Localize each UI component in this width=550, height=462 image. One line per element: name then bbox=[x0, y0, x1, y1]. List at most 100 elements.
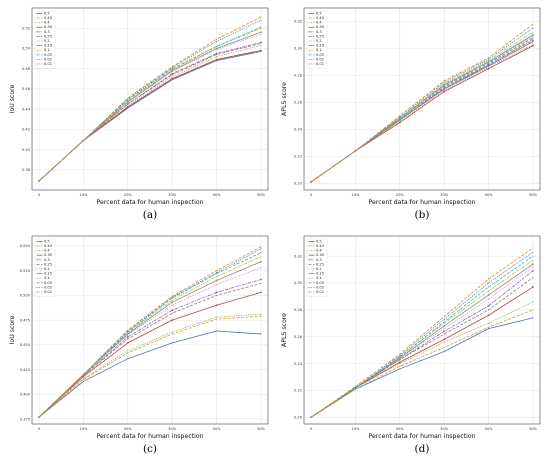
y-tick-label: 0.475 bbox=[20, 318, 30, 322]
data-point bbox=[532, 277, 534, 279]
legend-label: 0.01 bbox=[316, 62, 324, 66]
legend-label: 0.4 bbox=[316, 249, 322, 253]
legend-label: 0.01 bbox=[44, 62, 52, 66]
series-line-0.1 bbox=[38, 256, 262, 418]
data-point bbox=[399, 117, 401, 120]
data-point bbox=[443, 325, 446, 327]
data-point bbox=[215, 58, 218, 61]
y-tick-label: 0.38 bbox=[22, 168, 31, 172]
data-point bbox=[488, 278, 490, 280]
legend-label: 0.45 bbox=[44, 244, 52, 248]
x-tick-label: 20% bbox=[396, 427, 405, 431]
data-point bbox=[443, 322, 445, 324]
legend-label: 0.3 bbox=[316, 30, 322, 34]
y-tick-label: 0.26 bbox=[294, 335, 303, 339]
data-point bbox=[488, 322, 490, 324]
series-line-0.25 bbox=[38, 283, 262, 418]
data-point bbox=[216, 283, 218, 286]
data-point bbox=[260, 315, 262, 317]
panel-caption: (d) bbox=[415, 443, 430, 455]
data-point bbox=[260, 44, 262, 46]
data-point bbox=[399, 119, 401, 121]
data-point bbox=[171, 68, 173, 70]
data-point bbox=[532, 309, 534, 311]
legend-box bbox=[34, 10, 56, 69]
legend-label: 0.15 bbox=[316, 44, 324, 48]
plot-frame bbox=[303, 235, 541, 425]
legend-label: 0.2 bbox=[44, 39, 50, 43]
legend-box bbox=[34, 238, 56, 297]
legend-label: 0.1 bbox=[44, 276, 50, 280]
data-point bbox=[532, 44, 534, 47]
y-tick-label: 0.26 bbox=[294, 101, 303, 105]
data-point bbox=[126, 341, 129, 344]
legend-label: 0.2 bbox=[316, 39, 322, 43]
data-point bbox=[260, 282, 262, 285]
x-tick-label: 0 bbox=[310, 193, 313, 197]
series-line-0.5 bbox=[310, 317, 534, 418]
y-tick-label: 0.30 bbox=[294, 281, 303, 285]
x-tick-label: 0 bbox=[310, 427, 313, 431]
data-point bbox=[82, 380, 84, 383]
legend-label: 0.45 bbox=[44, 16, 52, 20]
data-point bbox=[215, 52, 218, 55]
y-tick-label: 0.550 bbox=[20, 244, 31, 248]
data-point bbox=[532, 259, 534, 261]
x-tick-label: 40% bbox=[485, 193, 494, 197]
data-point bbox=[216, 294, 218, 296]
data-point bbox=[488, 62, 490, 64]
data-point bbox=[488, 61, 490, 63]
data-point bbox=[399, 356, 401, 358]
legend-label: 0.2 bbox=[44, 267, 50, 271]
data-point bbox=[532, 37, 534, 39]
data-point bbox=[398, 357, 401, 360]
y-tick-label: 0.425 bbox=[20, 368, 30, 372]
data-point bbox=[532, 286, 534, 288]
data-point bbox=[399, 120, 401, 122]
data-point bbox=[488, 66, 490, 68]
data-point bbox=[171, 296, 173, 298]
data-point bbox=[532, 255, 534, 257]
y-tick-label: 0.500 bbox=[20, 294, 31, 298]
legend-label: 0.25 bbox=[44, 262, 52, 266]
data-point bbox=[82, 377, 84, 380]
data-point bbox=[488, 326, 490, 328]
data-point bbox=[443, 338, 446, 341]
series-line-0.4 bbox=[310, 301, 534, 418]
y-tick-label: 0.42 bbox=[22, 128, 30, 132]
data-point bbox=[488, 65, 490, 67]
legend-label: 0.3 bbox=[44, 30, 50, 34]
series-line-0.1 bbox=[310, 31, 534, 183]
x-tick-label: 20% bbox=[124, 193, 133, 197]
data-point bbox=[399, 368, 401, 370]
data-point bbox=[260, 19, 262, 21]
data-point bbox=[216, 318, 218, 320]
series-line-0.45 bbox=[38, 315, 261, 418]
data-point bbox=[443, 330, 446, 333]
data-point bbox=[82, 139, 84, 142]
x-tick-label: 50% bbox=[257, 193, 266, 197]
legend-label: 0.2 bbox=[316, 267, 322, 271]
data-point bbox=[443, 81, 445, 83]
legend-label: 0.1 bbox=[316, 48, 322, 52]
data-point bbox=[127, 352, 129, 354]
x-tick-label: 10% bbox=[79, 427, 88, 431]
legend-label: 0.25 bbox=[316, 34, 324, 38]
data-point bbox=[127, 350, 129, 352]
data-point bbox=[215, 47, 218, 50]
plot-frame bbox=[31, 7, 269, 191]
data-point bbox=[310, 416, 312, 418]
plot-area bbox=[32, 8, 268, 190]
data-point bbox=[443, 341, 445, 343]
data-point bbox=[260, 16, 262, 18]
legend-label: 0.05 bbox=[316, 53, 324, 57]
data-point bbox=[171, 77, 174, 80]
legend-label: 0.02 bbox=[44, 57, 52, 61]
data-point bbox=[171, 297, 173, 299]
data-point bbox=[443, 80, 445, 82]
data-point bbox=[171, 69, 173, 71]
data-point bbox=[260, 31, 262, 34]
data-point bbox=[532, 27, 534, 29]
legend-label: 0.01 bbox=[316, 290, 324, 294]
data-point bbox=[260, 41, 262, 44]
